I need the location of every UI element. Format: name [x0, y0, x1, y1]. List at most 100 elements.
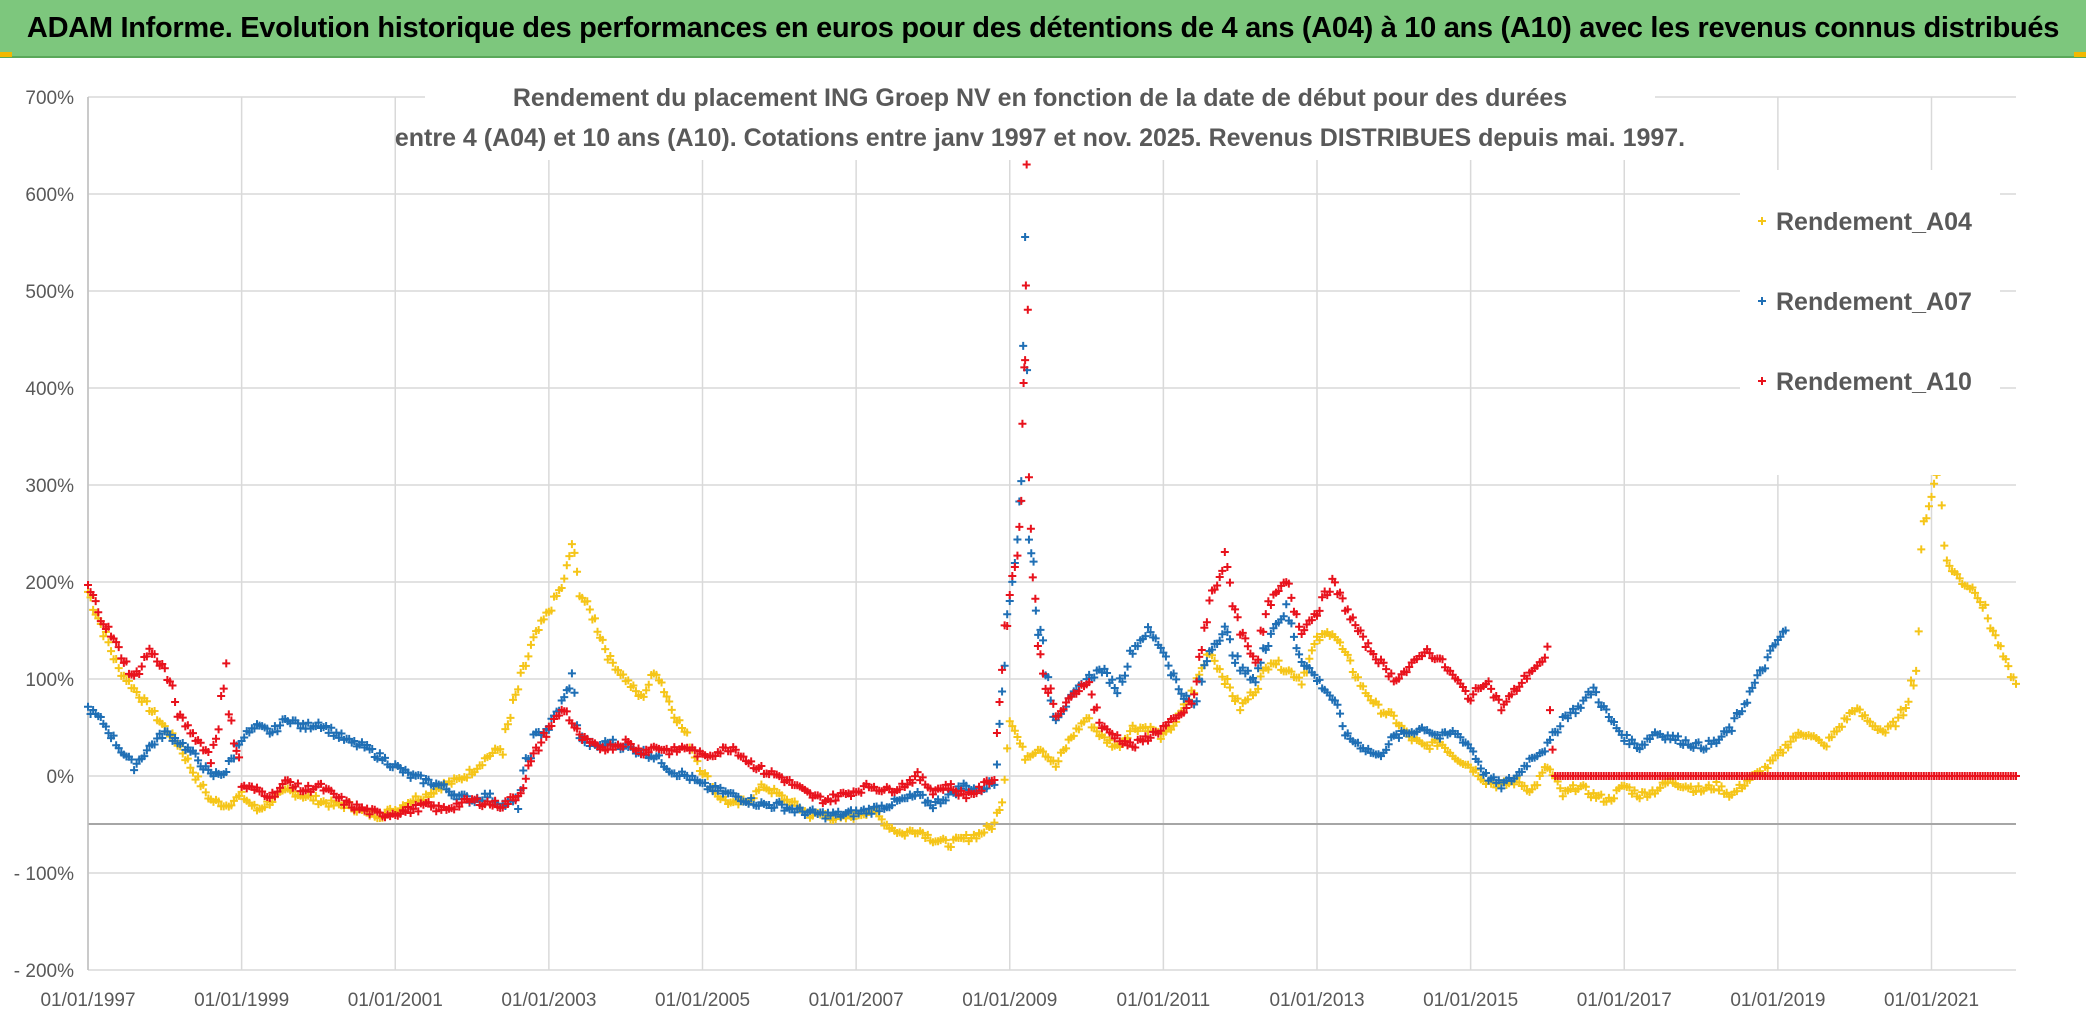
- data-point: [992, 729, 1001, 738]
- y-tick-label: 600%: [25, 185, 74, 206]
- data-point: [109, 731, 118, 740]
- data-point: [990, 776, 999, 785]
- data-point: [662, 744, 671, 753]
- data-point: [462, 773, 471, 782]
- data-point: [340, 800, 349, 809]
- data-point: [101, 722, 110, 731]
- data-point: [1563, 714, 1572, 723]
- data-point: [503, 799, 512, 808]
- data-point: [1640, 788, 1649, 797]
- legend: Rendement_A04 Rendement_A07 Rendement_A10: [1758, 208, 1972, 396]
- data-point: [1003, 744, 1012, 753]
- data-point: [301, 786, 310, 795]
- data-point: [777, 773, 786, 782]
- data-point: [1223, 628, 1232, 637]
- data-point: [1786, 737, 1795, 746]
- data-point: [191, 749, 200, 758]
- data-point: [683, 728, 692, 737]
- data-point: [1894, 713, 1903, 722]
- data-point: [1020, 363, 1029, 372]
- data-point: [196, 738, 205, 747]
- data-point: [946, 842, 955, 851]
- data-point: [1146, 722, 1155, 731]
- data-point: [1305, 654, 1314, 663]
- data-point: [1581, 782, 1590, 791]
- x-tick-label: 01/01/2015: [1423, 990, 1518, 1011]
- data-point: [183, 743, 192, 752]
- data-point: [1000, 661, 1009, 670]
- data-point: [1937, 501, 1946, 510]
- data-point: [1610, 717, 1619, 726]
- data-point: [1202, 657, 1211, 666]
- data-point: [573, 724, 582, 733]
- data-point: [130, 766, 139, 775]
- data-point: [1169, 669, 1178, 678]
- data-point: [614, 666, 623, 675]
- data-point: [734, 792, 743, 801]
- legend-label: Rendement_A10: [1776, 368, 1972, 396]
- data-point: [132, 688, 141, 697]
- data-point: [526, 757, 535, 766]
- data-point: [1105, 736, 1114, 745]
- data-point: [1233, 652, 1242, 661]
- data-point: [864, 804, 873, 813]
- chart-subtitle-line2: entre 4 (A04) et 10 ans (A10). Cotations…: [395, 124, 1685, 152]
- data-point: [447, 779, 456, 788]
- data-point: [183, 754, 192, 763]
- data-point: [1182, 691, 1191, 700]
- data-point: [1146, 733, 1155, 742]
- data-point: [514, 804, 523, 813]
- data-point: [1017, 496, 1026, 505]
- data-point: [1855, 705, 1864, 714]
- data-point: [337, 729, 346, 738]
- data-point: [606, 652, 615, 661]
- data-point: [1021, 233, 1030, 242]
- data-point: [1546, 765, 1554, 774]
- data-point: [1210, 585, 1219, 594]
- data-point: [1704, 781, 1713, 790]
- data-point: [1763, 653, 1772, 662]
- data-point: [1502, 697, 1511, 706]
- data-point: [114, 744, 123, 753]
- data-point: [701, 778, 710, 787]
- data-point: [381, 753, 390, 762]
- data-point: [690, 746, 699, 755]
- data-point: [1010, 563, 1019, 572]
- data-point: [411, 792, 420, 801]
- data-point: [1597, 790, 1606, 799]
- data-point: [1553, 728, 1562, 737]
- data-point: [414, 807, 423, 816]
- data-point: [240, 733, 249, 742]
- data-point: [583, 597, 592, 606]
- data-point: [327, 723, 336, 732]
- data-point: [1589, 789, 1598, 798]
- data-point: [1325, 587, 1334, 596]
- data-point: [739, 752, 748, 761]
- data-point: [847, 792, 856, 801]
- data-point: [1133, 642, 1142, 651]
- data-point: [1264, 641, 1273, 650]
- data-point: [1039, 636, 1048, 645]
- data-point: [1694, 738, 1703, 747]
- data-point: [165, 730, 174, 739]
- data-point: [1026, 524, 1035, 533]
- data-point: [962, 781, 971, 790]
- data-point: [84, 702, 92, 711]
- data-point: [1254, 664, 1263, 673]
- data-point: [1315, 675, 1324, 684]
- data-point: [601, 645, 610, 654]
- data-point: [1019, 378, 1028, 387]
- x-tick-label: 01/01/2005: [655, 990, 750, 1011]
- data-point: [450, 805, 459, 814]
- data-point: [1231, 658, 1240, 667]
- data-point: [1336, 709, 1345, 718]
- data-point: [1248, 674, 1257, 683]
- data-point: [1738, 707, 1747, 716]
- data-point: [928, 804, 937, 813]
- data-point: [1233, 694, 1242, 703]
- data-point: [2012, 679, 2020, 688]
- data-point: [1031, 606, 1040, 615]
- y-tick-label: 700%: [25, 88, 74, 109]
- data-point: [1686, 782, 1695, 791]
- data-point: [316, 779, 325, 788]
